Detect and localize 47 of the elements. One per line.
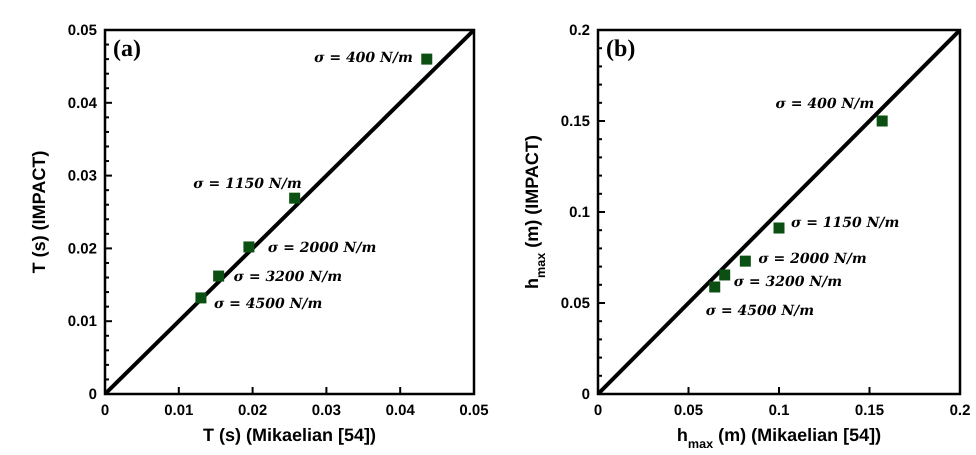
x-tick-label: 0.05 xyxy=(674,402,704,419)
annotation: σ = 400 N/m xyxy=(776,96,874,112)
point xyxy=(195,292,206,304)
x-axis-title: h$_{max}$ (m) (Mikaelian [54]) xyxy=(676,425,882,451)
y-tick-label: 0 xyxy=(88,386,97,403)
point xyxy=(709,281,720,292)
x-tick-label: 0.03 xyxy=(312,402,341,419)
annotation: (a) xyxy=(113,36,141,62)
point xyxy=(289,192,300,204)
y-tick-label: 0.04 xyxy=(68,94,98,112)
point xyxy=(774,222,784,234)
point xyxy=(740,256,751,267)
y-axis-title: T (s) (IMPACT) xyxy=(29,150,49,274)
y-tick-label: 0 xyxy=(582,386,590,403)
y-tick-label: 0.02 xyxy=(68,240,97,258)
x-tick-label: 0 xyxy=(100,402,110,419)
y-tick-label: 0.1 xyxy=(569,204,590,221)
x-tick-label: 0.1 xyxy=(768,402,790,419)
y-tick-label: 0.15 xyxy=(560,113,590,130)
point xyxy=(421,54,432,65)
y-tick-label: 0.05 xyxy=(560,295,590,312)
x-tick-label: 0.05 xyxy=(459,402,489,419)
annotation: σ = 1150 N/m xyxy=(791,215,900,232)
y-tick-label: 0.01 xyxy=(68,313,97,330)
annotation: σ = 400 N/m xyxy=(314,50,413,66)
annotation: σ = 3200 N/m xyxy=(234,269,342,286)
x-tick-label: 0.02 xyxy=(238,402,268,419)
y-tick-label: 0.05 xyxy=(68,22,97,39)
annotation: σ = 2000 N/m xyxy=(758,251,867,268)
annotation: σ = 4500 N/m xyxy=(214,296,322,312)
annotation: σ = 4500 N/m xyxy=(706,302,814,319)
annotation: (b) xyxy=(606,36,636,62)
annotation: σ = 2000 N/m xyxy=(268,240,376,256)
annotation: σ = 3200 N/m xyxy=(734,274,842,290)
point xyxy=(719,269,730,280)
y-tick-label: 0.03 xyxy=(68,168,97,185)
point xyxy=(876,116,888,126)
point xyxy=(213,270,224,282)
x-tick-label: 0.2 xyxy=(950,402,970,419)
y-tick-label: 0.2 xyxy=(569,22,590,39)
x-tick-label: 0.15 xyxy=(854,402,884,419)
x-tick-label: 0 xyxy=(594,402,602,419)
x-tick-label: 0.01 xyxy=(164,402,194,419)
point xyxy=(243,241,254,252)
x-tick-label: 0.04 xyxy=(386,402,416,419)
annotation: σ = 1150 N/m xyxy=(193,176,302,192)
x-axis-title: T (s) (Mikaelian [54]) xyxy=(202,425,376,445)
